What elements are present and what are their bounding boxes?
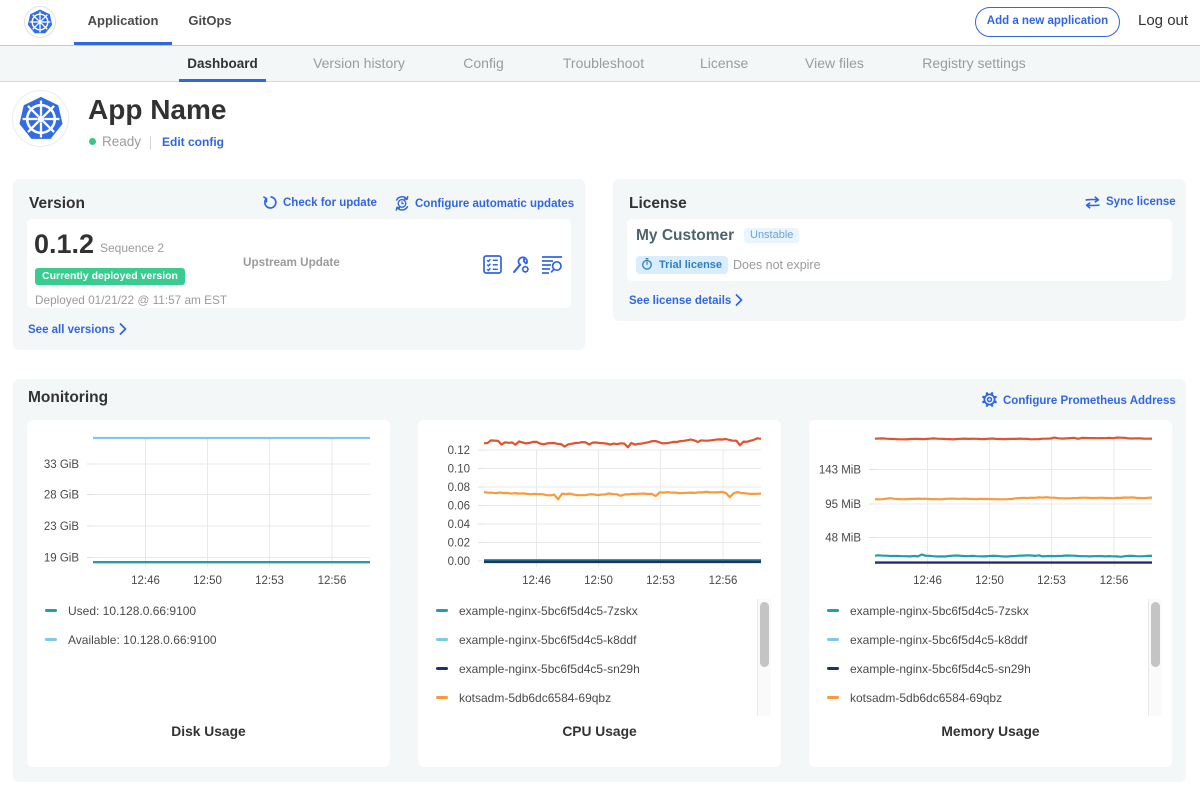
svg-text:0.06: 0.06: [448, 501, 470, 513]
svg-text:0.08: 0.08: [448, 482, 470, 494]
svg-text:12:53: 12:53: [646, 575, 675, 587]
svg-text:33 GiB: 33 GiB: [44, 459, 79, 471]
svg-text:0.10: 0.10: [448, 464, 470, 476]
svg-text:12:46: 12:46: [913, 575, 942, 587]
svg-text:19 GiB: 19 GiB: [44, 553, 79, 565]
svg-text:0.02: 0.02: [448, 538, 470, 550]
svg-text:95 MiB: 95 MiB: [825, 499, 861, 511]
svg-text:48 MiB: 48 MiB: [825, 533, 861, 545]
svg-text:12:53: 12:53: [255, 575, 284, 587]
svg-text:12:46: 12:46: [131, 575, 160, 587]
svg-text:12:50: 12:50: [975, 575, 1004, 587]
svg-text:12:50: 12:50: [584, 575, 613, 587]
svg-text:12:50: 12:50: [193, 575, 222, 587]
svg-text:23 GiB: 23 GiB: [44, 521, 79, 533]
svg-text:143 MiB: 143 MiB: [819, 465, 862, 477]
svg-text:12:56: 12:56: [318, 575, 347, 587]
svg-text:0.00: 0.00: [448, 556, 470, 568]
svg-text:12:53: 12:53: [1037, 575, 1066, 587]
svg-text:12:56: 12:56: [709, 575, 738, 587]
svg-text:12:56: 12:56: [1100, 575, 1129, 587]
svg-text:0.12: 0.12: [448, 445, 470, 457]
svg-text:0.04: 0.04: [448, 519, 471, 531]
svg-text:12:46: 12:46: [522, 575, 551, 587]
svg-text:28 GiB: 28 GiB: [44, 490, 79, 502]
